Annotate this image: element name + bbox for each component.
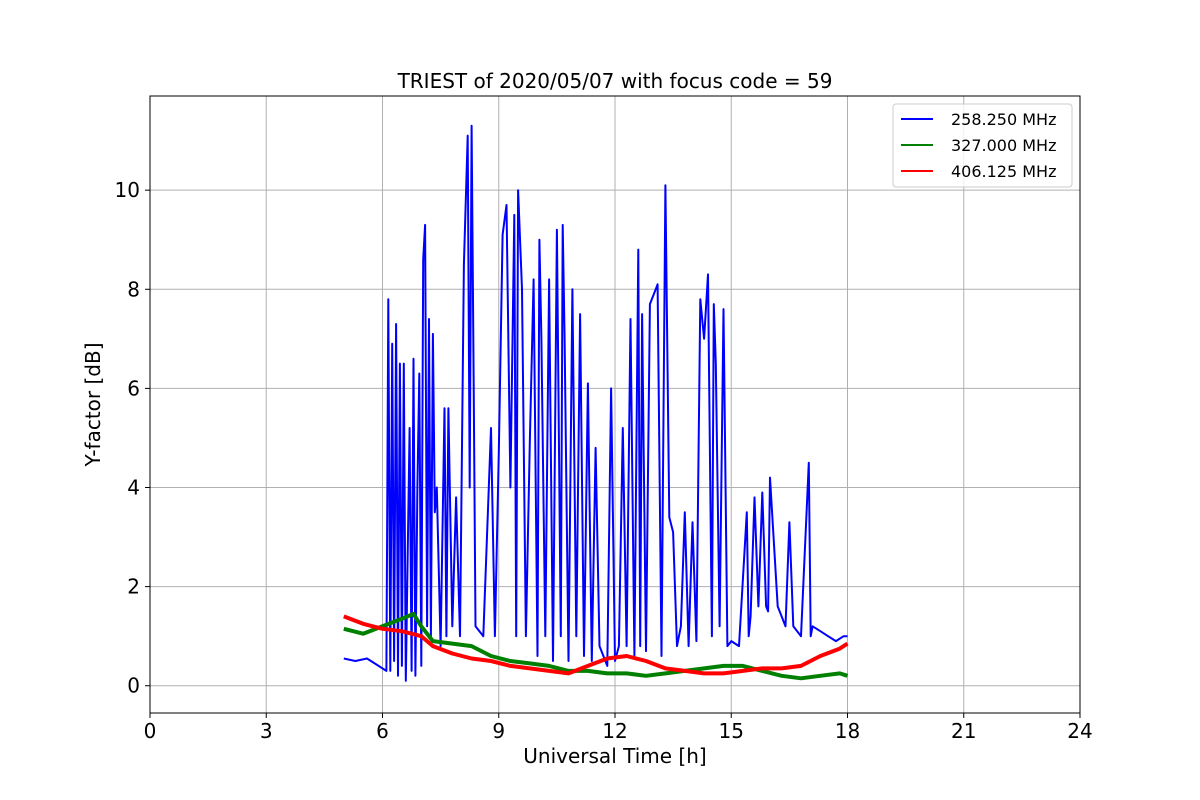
- y-axis-label: Y-factor [dB]: [81, 342, 105, 467]
- chart-title: TRIEST of 2020/05/07 with focus code = 5…: [397, 69, 833, 93]
- x-tick-label: 18: [835, 719, 860, 743]
- x-tick-label: 15: [719, 719, 744, 743]
- x-tick-label: 3: [260, 719, 273, 743]
- x-tick-label: 6: [376, 719, 389, 743]
- y-tick-label: 10: [115, 178, 140, 202]
- x-tick-label: 24: [1067, 719, 1092, 743]
- legend: 258.250 MHz 327.000 MHz 406.125 MHz: [892, 103, 1073, 188]
- y-tick-label: 6: [127, 376, 140, 400]
- x-tick-label: 9: [492, 719, 505, 743]
- y-tick-label: 4: [127, 476, 140, 500]
- legend-entry-label: 327.000 MHz: [951, 136, 1056, 155]
- y-tick-label: 0: [127, 674, 140, 698]
- y-tick-label: 2: [127, 575, 140, 599]
- legend-box: [892, 103, 1073, 188]
- x-tick-label: 21: [951, 719, 976, 743]
- y-axis-ticks: 0 2 4 6 8 10: [115, 178, 150, 698]
- legend-entry-label: 258.250 MHz: [951, 110, 1056, 129]
- x-axis-label: Universal Time [h]: [523, 744, 706, 768]
- legend-entry-label: 406.125 MHz: [951, 162, 1056, 181]
- y-tick-label: 8: [127, 277, 140, 301]
- x-tick-label: 0: [144, 719, 157, 743]
- x-axis-ticks: 0 3 6 9 12 15 18 21 24: [144, 713, 1093, 743]
- series-layer: [343, 124, 849, 682]
- series-line-1: [343, 124, 848, 682]
- x-tick-label: 12: [602, 719, 627, 743]
- series-line-3: [343, 614, 849, 676]
- series-line-2: [343, 611, 849, 681]
